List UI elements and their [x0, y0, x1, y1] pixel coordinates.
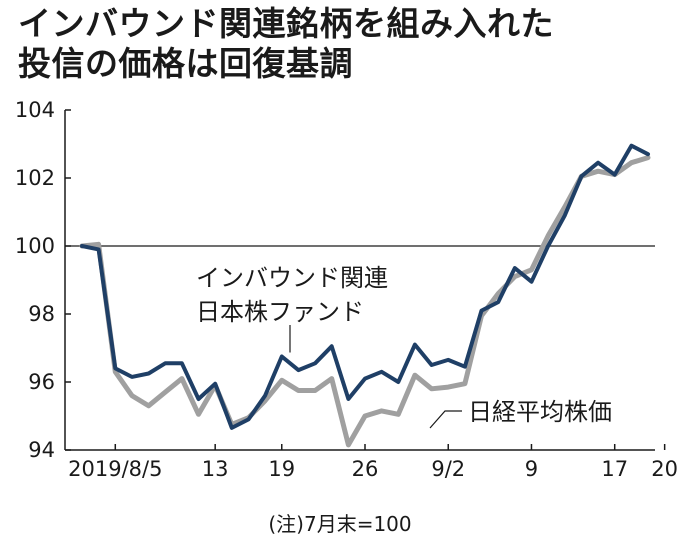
- y-tick-label: 100: [15, 234, 55, 258]
- x-tick-label: 2019/8/5: [68, 457, 162, 481]
- annotation-nikkei-leader: [429, 410, 462, 429]
- y-tick-label: 102: [15, 166, 55, 190]
- series-layer: [79, 143, 651, 448]
- x-tick-label: 13: [202, 457, 229, 481]
- chart-note: (注)7月末=100: [268, 512, 411, 536]
- annotation-nikkei-label: 日経平均株価: [468, 398, 612, 426]
- x-tick-label: 26: [352, 457, 379, 481]
- series-line-nikkei: [79, 155, 651, 448]
- x-tick-label: 17: [601, 457, 628, 481]
- x-tick-label: 9: [525, 457, 538, 481]
- y-tick-label: 94: [28, 438, 55, 462]
- chart-title-line-2: 投信の価格は回復基調: [18, 44, 353, 83]
- annotation-fund-line-2: 日本株ファンド: [196, 298, 364, 326]
- y-tick-label: 98: [28, 302, 55, 326]
- annotation-fund-line-1: インバウンド関連: [196, 264, 388, 292]
- x-tick-label: 20: [651, 457, 678, 481]
- chart-title-line-1: インバウンド関連銘柄を組み入れた: [18, 4, 554, 43]
- x-tick-label: 9/2: [431, 457, 465, 481]
- y-tick-label: 96: [28, 370, 55, 394]
- axes: 94 96 98 100 102 104 2019/8/5 13 19 26 9/2 9 17 20: [15, 98, 678, 481]
- series-line-fund: [80, 143, 650, 430]
- x-tick-label: 19: [268, 457, 295, 481]
- y-tick-label: 104: [15, 98, 55, 122]
